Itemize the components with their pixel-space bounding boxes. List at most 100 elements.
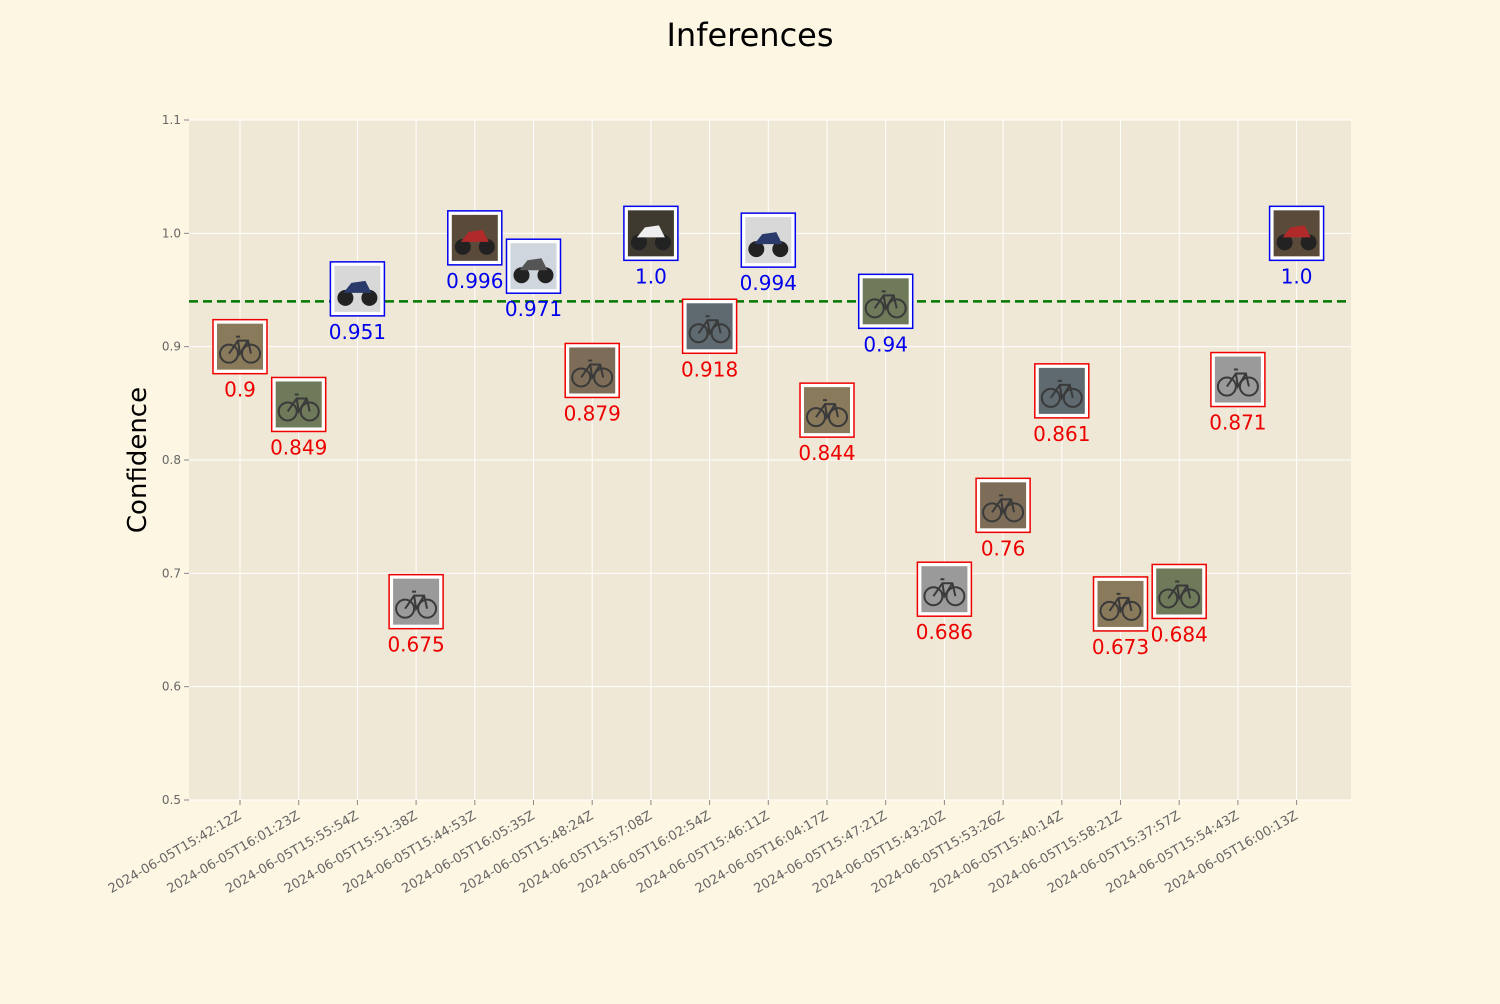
bicycle-wheel bbox=[1062, 387, 1083, 408]
bicycle-thumbnail-icon bbox=[1038, 367, 1085, 414]
data-point: 1.0 bbox=[1268, 205, 1325, 288]
motorcycle-wheel bbox=[630, 234, 647, 251]
bicycle-wheel bbox=[1121, 600, 1142, 621]
bicycle-thumbnail-icon bbox=[1097, 580, 1144, 627]
data-point: 0.684 bbox=[1151, 563, 1208, 646]
motorcycle-thumbnail-icon bbox=[627, 210, 674, 257]
data-point: 0.861 bbox=[1033, 363, 1090, 446]
bicycle-thumbnail-icon bbox=[569, 347, 616, 394]
bicycle-frame bbox=[1108, 592, 1133, 614]
bicycle-wheel bbox=[593, 367, 614, 388]
data-point: 0.9 bbox=[212, 318, 268, 402]
motorcycle-body bbox=[519, 258, 548, 271]
confidence-label: 1.0 bbox=[1281, 264, 1313, 288]
confidence-label: 0.686 bbox=[916, 620, 973, 644]
bicycle-thumbnail-icon bbox=[804, 387, 850, 434]
bicycle-wheel bbox=[395, 598, 416, 619]
bicycle-wheel bbox=[688, 323, 709, 344]
motorcycle-body bbox=[343, 280, 372, 293]
confidence-label: 0.849 bbox=[270, 435, 327, 459]
bicycle-frame bbox=[404, 590, 429, 612]
bicycle-wheel bbox=[1004, 502, 1025, 523]
bicycle-frame bbox=[873, 290, 898, 312]
bicycle-thumbnail-icon bbox=[1156, 568, 1203, 615]
confidence-label: 0.673 bbox=[1092, 635, 1149, 659]
chart-title: Inferences bbox=[666, 16, 833, 54]
bicycle-frame bbox=[286, 393, 311, 415]
bicycle-wheel bbox=[806, 407, 826, 428]
confidence-label: 1.0 bbox=[635, 264, 667, 288]
data-point: 0.673 bbox=[1092, 576, 1149, 659]
bicycle-wheel bbox=[1238, 376, 1259, 397]
motorcycle-wheel bbox=[454, 238, 471, 255]
bicycle-wheel bbox=[277, 401, 298, 422]
data-point: 0.844 bbox=[798, 382, 856, 465]
motorcycle-wheel bbox=[361, 289, 378, 306]
motorcycle-wheel bbox=[337, 289, 354, 306]
bicycle-thumbnail-icon bbox=[686, 303, 733, 350]
bicycle-thumbnail-icon bbox=[980, 482, 1027, 529]
bicycle-wheel bbox=[828, 407, 848, 428]
data-point: 0.76 bbox=[975, 477, 1031, 560]
bicycle-frame bbox=[697, 315, 722, 337]
y-axis-label: Confidence bbox=[123, 387, 153, 533]
motorcycle-wheel bbox=[748, 241, 765, 258]
data-point: 0.675 bbox=[387, 573, 445, 657]
bicycle-frame bbox=[228, 335, 252, 357]
motorcycle-wheel bbox=[772, 241, 789, 258]
y-tick-label: 0.8 bbox=[162, 453, 181, 467]
confidence-label: 0.994 bbox=[740, 271, 797, 295]
data-point: 0.879 bbox=[564, 342, 621, 425]
bicycle-frame bbox=[1226, 368, 1250, 390]
bicycle-thumbnail-icon bbox=[217, 323, 263, 370]
bicycle-thumbnail-icon bbox=[393, 578, 440, 625]
bicycle-frame bbox=[580, 359, 605, 381]
motorcycle-thumbnail-icon bbox=[451, 214, 498, 261]
bicycle-frame bbox=[1049, 379, 1074, 401]
bicycle-thumbnail-icon bbox=[1214, 356, 1261, 403]
motorcycle-thumbnail-icon bbox=[745, 217, 792, 264]
confidence-label: 0.94 bbox=[863, 332, 908, 356]
bicycle-wheel bbox=[241, 343, 261, 364]
bicycle-frame bbox=[991, 494, 1016, 516]
data-point: 0.686 bbox=[916, 561, 973, 644]
y-tick-label: 0.6 bbox=[162, 680, 181, 694]
confidence-label: 0.76 bbox=[981, 536, 1026, 560]
confidence-label: 0.861 bbox=[1033, 422, 1090, 446]
data-point: 0.951 bbox=[329, 261, 386, 344]
bicycle-wheel bbox=[1040, 387, 1061, 408]
bicycle-thumbnail-icon bbox=[275, 381, 322, 428]
confidence-label: 0.844 bbox=[798, 441, 855, 465]
confidence-label: 0.684 bbox=[1151, 622, 1208, 646]
confidence-label: 0.879 bbox=[564, 401, 621, 425]
y-tick-label: 1.1 bbox=[162, 113, 181, 127]
bicycle-wheel bbox=[299, 401, 320, 422]
motorcycle-thumbnail-icon bbox=[510, 243, 557, 290]
bicycle-frame bbox=[1167, 580, 1192, 602]
confidence-label: 0.918 bbox=[681, 357, 738, 381]
y-tick-label: 1.0 bbox=[162, 226, 181, 240]
confidence-label: 0.675 bbox=[387, 633, 444, 657]
motorcycle-thumbnail-icon bbox=[334, 265, 381, 312]
motorcycle-body bbox=[754, 232, 783, 245]
motorcycle-wheel bbox=[513, 267, 530, 284]
motorcycle-thumbnail-icon bbox=[1273, 210, 1320, 257]
bicycle-frame bbox=[932, 578, 957, 600]
motorcycle-body bbox=[460, 229, 489, 242]
motorcycle-wheel bbox=[478, 238, 495, 255]
motorcycle-body bbox=[636, 225, 665, 238]
bicycle-wheel bbox=[219, 343, 239, 364]
bicycle-wheel bbox=[1216, 376, 1237, 397]
bicycle-wheel bbox=[982, 502, 1003, 523]
bicycle-frame bbox=[815, 399, 839, 420]
motorcycle-wheel bbox=[654, 234, 671, 251]
data-point: 1.0 bbox=[623, 205, 679, 288]
y-tick-label: 0.5 bbox=[162, 793, 181, 807]
x-axis-ticks: 2024-06-05T15:42:12Z2024-06-05T16:01:23Z… bbox=[106, 800, 1301, 897]
bicycle-wheel bbox=[945, 586, 966, 607]
data-point: 0.994 bbox=[740, 212, 797, 295]
confidence-label: 0.996 bbox=[446, 269, 503, 293]
